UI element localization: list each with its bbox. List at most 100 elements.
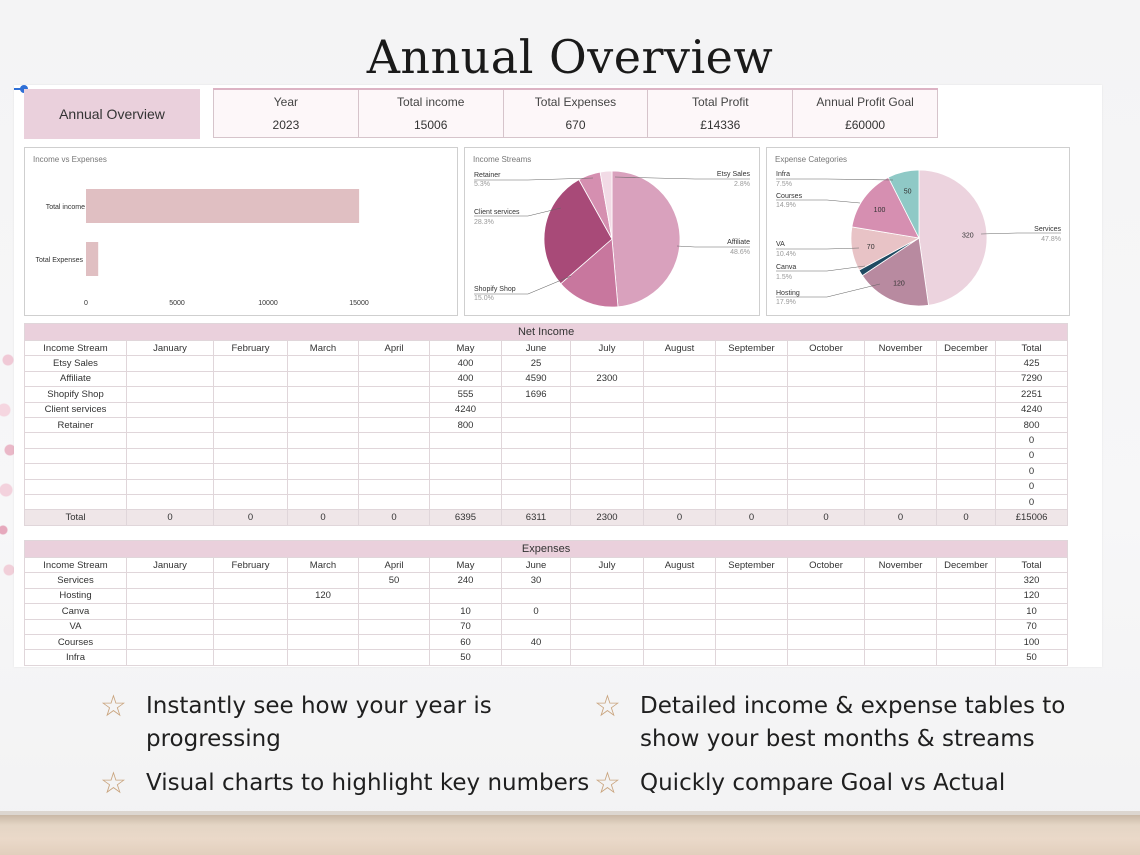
table-cell[interactable] xyxy=(570,618,644,635)
table-cell[interactable] xyxy=(287,633,359,651)
pie-slice-services[interactable] xyxy=(918,169,988,306)
table-cell[interactable] xyxy=(570,478,644,495)
table-cell[interactable] xyxy=(936,463,996,480)
table-cell[interactable] xyxy=(936,386,996,403)
table-cell[interactable] xyxy=(213,587,288,605)
row-label-cell[interactable]: Client services xyxy=(24,401,127,418)
row-label-cell[interactable] xyxy=(24,478,127,495)
table-cell[interactable] xyxy=(715,633,788,651)
bar-total-expenses[interactable] xyxy=(86,242,99,276)
table-cell[interactable] xyxy=(570,463,644,480)
table-cell[interactable]: 7290 xyxy=(994,370,1069,388)
row-label-cell[interactable]: Canva xyxy=(24,603,127,620)
table-cell[interactable] xyxy=(126,478,214,495)
table-cell[interactable] xyxy=(643,633,716,651)
table-cell[interactable] xyxy=(213,493,288,511)
table-cell[interactable] xyxy=(287,649,359,666)
column-header[interactable]: Total xyxy=(994,556,1069,574)
table-cell[interactable] xyxy=(787,432,865,449)
table-cell[interactable] xyxy=(213,370,288,388)
table-cell[interactable] xyxy=(213,355,288,372)
table-cell[interactable] xyxy=(358,478,430,495)
column-header[interactable]: November xyxy=(864,556,937,574)
table-cell[interactable] xyxy=(715,416,788,434)
table-cell[interactable] xyxy=(715,587,788,605)
column-header[interactable]: February xyxy=(213,556,288,574)
table-cell[interactable] xyxy=(787,587,865,605)
total-cell[interactable]: 0 xyxy=(126,509,214,526)
table-cell[interactable] xyxy=(643,603,716,620)
column-header[interactable]: August xyxy=(643,556,716,574)
table-cell[interactable] xyxy=(358,401,430,418)
table-cell[interactable] xyxy=(864,493,937,511)
total-cell[interactable]: 0 xyxy=(864,509,937,526)
column-header[interactable]: November xyxy=(864,339,937,357)
table-cell[interactable] xyxy=(358,649,430,666)
table-cell[interactable] xyxy=(864,386,937,403)
column-header[interactable]: June xyxy=(501,339,571,357)
table-cell[interactable] xyxy=(501,618,571,635)
row-label-cell[interactable] xyxy=(24,447,127,465)
table-cell[interactable] xyxy=(787,447,865,465)
total-cell[interactable]: 0 xyxy=(715,509,788,526)
table-cell[interactable] xyxy=(864,618,937,635)
table-cell[interactable] xyxy=(643,432,716,449)
table-cell[interactable] xyxy=(570,633,644,651)
total-cell[interactable]: 0 xyxy=(936,509,996,526)
table-cell[interactable] xyxy=(287,493,359,511)
table-cell[interactable] xyxy=(213,416,288,434)
table-cell[interactable] xyxy=(864,587,937,605)
table-cell[interactable] xyxy=(126,447,214,465)
table-cell[interactable] xyxy=(429,432,502,449)
row-label-cell[interactable]: VA xyxy=(24,618,127,635)
table-cell[interactable] xyxy=(570,355,644,372)
table-cell[interactable] xyxy=(864,355,937,372)
table-cell[interactable] xyxy=(287,603,359,620)
table-cell[interactable] xyxy=(126,493,214,511)
table-cell[interactable] xyxy=(501,493,571,511)
table-cell[interactable] xyxy=(936,401,996,418)
table-cell[interactable] xyxy=(643,493,716,511)
table-cell[interactable] xyxy=(501,587,571,605)
table-cell[interactable] xyxy=(643,401,716,418)
table-cell[interactable] xyxy=(429,493,502,511)
table-cell[interactable] xyxy=(715,572,788,589)
table-cell[interactable]: 0 xyxy=(501,603,571,620)
table-cell[interactable] xyxy=(501,416,571,434)
table-cell[interactable] xyxy=(715,370,788,388)
column-header[interactable]: Total xyxy=(994,339,1069,357)
table-cell[interactable] xyxy=(570,447,644,465)
table-cell[interactable] xyxy=(643,478,716,495)
table-cell[interactable] xyxy=(936,618,996,635)
table-cell[interactable] xyxy=(715,432,788,449)
column-header[interactable]: February xyxy=(213,339,288,357)
table-cell[interactable] xyxy=(643,649,716,666)
table-cell[interactable] xyxy=(936,370,996,388)
table-cell[interactable]: 120 xyxy=(994,587,1069,605)
bar-total-income[interactable] xyxy=(86,189,360,223)
table-cell[interactable] xyxy=(358,355,430,372)
column-header[interactable]: Income Stream xyxy=(24,556,127,574)
table-cell[interactable] xyxy=(787,633,865,651)
total-cell[interactable]: 0 xyxy=(358,509,430,526)
table-cell[interactable] xyxy=(643,587,716,605)
row-label-cell[interactable] xyxy=(24,463,127,480)
table-cell[interactable] xyxy=(570,493,644,511)
table-cell[interactable] xyxy=(287,386,359,403)
table-cell[interactable] xyxy=(126,370,214,388)
column-header[interactable]: March xyxy=(287,339,359,357)
table-cell[interactable] xyxy=(715,463,788,480)
column-header[interactable]: October xyxy=(787,339,865,357)
table-cell[interactable] xyxy=(643,463,716,480)
table-cell[interactable] xyxy=(429,463,502,480)
table-cell[interactable]: 2300 xyxy=(570,370,644,388)
table-cell[interactable] xyxy=(126,355,214,372)
income-streams-chart[interactable]: Income Streams Retainer 5.3% Client serv… xyxy=(464,147,760,316)
table-cell[interactable] xyxy=(126,587,214,605)
table-cell[interactable] xyxy=(126,416,214,434)
table-cell[interactable]: 400 xyxy=(429,355,502,372)
row-label-cell[interactable]: Retainer xyxy=(24,416,127,434)
table-cell[interactable] xyxy=(864,370,937,388)
table-cell[interactable] xyxy=(126,401,214,418)
table-cell[interactable] xyxy=(715,603,788,620)
